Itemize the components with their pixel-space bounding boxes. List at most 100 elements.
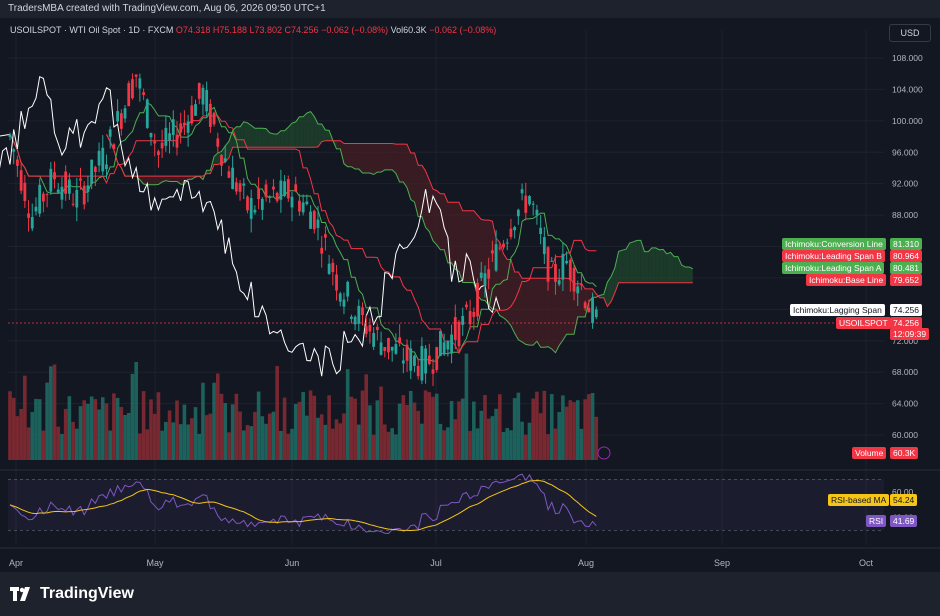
candle-body [212, 112, 216, 125]
volume-bar [297, 401, 302, 460]
label-rsi-ma: RSI-based MA [828, 494, 890, 506]
label-base-line: Ichimoku:Base Line [806, 274, 887, 286]
candle-body [23, 182, 27, 201]
volume-bar [212, 382, 216, 460]
volume-bar [575, 400, 580, 460]
cloud-segment [570, 278, 575, 335]
volume-bar [37, 399, 42, 460]
candle-body [283, 181, 286, 196]
volume-bar [483, 394, 487, 460]
candle-body [539, 227, 543, 235]
volume-bar [271, 411, 276, 460]
candle-body [335, 274, 338, 291]
time-tick-label: Jul [430, 558, 442, 568]
candle-body [442, 342, 446, 355]
candle-body [49, 168, 53, 192]
cloud-segment [154, 176, 159, 185]
cloud-segment [588, 288, 593, 302]
volume-bar [126, 413, 131, 460]
tradingview-brand[interactable]: TradingView [10, 585, 134, 603]
volume-bar [505, 428, 510, 460]
cloud-segment [644, 251, 649, 283]
volume-bar [564, 406, 569, 460]
volume-bar [579, 428, 584, 460]
candle-body [138, 78, 142, 89]
candle-body [220, 154, 223, 166]
cloud-segment [666, 252, 671, 283]
volume-bar [204, 415, 209, 460]
cloud-segment [266, 128, 270, 148]
cloud-segment [403, 144, 408, 188]
candle-body [38, 184, 42, 214]
cloud-segment [240, 121, 244, 148]
rsi-tick-label: 60.00 [892, 487, 914, 497]
cloud-segment [299, 116, 304, 148]
cloud-segment [310, 111, 315, 148]
candle-body [394, 344, 398, 354]
candle-body [249, 198, 253, 219]
candle-body [531, 203, 535, 205]
candle-body [153, 141, 157, 144]
volume-bar [538, 413, 543, 460]
candle-body [12, 149, 16, 152]
cloud-segment [559, 278, 563, 346]
candle-body [520, 189, 524, 194]
volume-bar [427, 392, 432, 460]
cloud-segment [536, 278, 541, 348]
cloud-segment [614, 251, 619, 293]
currency-button[interactable]: USD [889, 24, 931, 42]
cloud-segment [173, 176, 177, 182]
cloud-segment [466, 210, 471, 283]
volume-bar [561, 395, 565, 460]
cloud-segment [455, 202, 459, 272]
candle-body [27, 213, 30, 218]
candle-body [149, 132, 153, 138]
volume-bar [382, 424, 387, 460]
candle-body [516, 209, 520, 217]
candle-body [409, 348, 413, 371]
candle-body [127, 83, 131, 107]
volume-bar [67, 396, 72, 460]
candle-body [327, 263, 331, 274]
cloud-segment [663, 249, 667, 283]
candle-body [509, 228, 513, 237]
cloud-segment [651, 247, 656, 283]
candle-body [183, 122, 186, 125]
candle-body [290, 196, 294, 208]
high-value: H75.188 [212, 25, 247, 35]
cloud-segment [622, 249, 626, 283]
cloud-segment [607, 276, 612, 307]
cloud-segment [499, 242, 504, 318]
rsi-line [9, 473, 597, 535]
cloud-segment [362, 143, 367, 173]
cloud-segment [373, 143, 378, 175]
symbol-legend[interactable]: USOILSPOT · WTI Oil Spot · 1D · FXCM O74… [10, 25, 496, 35]
time-tick-label: Apr [9, 558, 23, 568]
volume-bar [97, 409, 101, 460]
volume-bar [186, 424, 190, 460]
candle-body [572, 268, 576, 292]
volume-bar [486, 418, 491, 460]
volume-bar [190, 418, 194, 460]
time-axis: Apr May Jun Jul Aug Sep Oct [9, 558, 874, 568]
volume-bar [234, 393, 239, 460]
cloud-segment [458, 202, 463, 283]
volume-bar [89, 396, 94, 460]
candle-body [246, 196, 249, 211]
cloud-segment [555, 278, 560, 353]
candle-body [413, 355, 416, 366]
cloud-segment [336, 140, 341, 149]
candle-body [253, 209, 257, 213]
volume-bar [175, 400, 179, 460]
open-value: O74.318 [175, 25, 211, 35]
value-base-line: 79.652 [890, 274, 922, 286]
candle-body [353, 316, 357, 325]
volume-bar [34, 398, 38, 460]
candle-body [546, 247, 550, 282]
candle-body [227, 171, 231, 178]
cloud-segment [540, 278, 545, 348]
cloud-segment [388, 143, 393, 170]
lightning-icon [597, 446, 611, 460]
volume-bar [386, 431, 391, 460]
